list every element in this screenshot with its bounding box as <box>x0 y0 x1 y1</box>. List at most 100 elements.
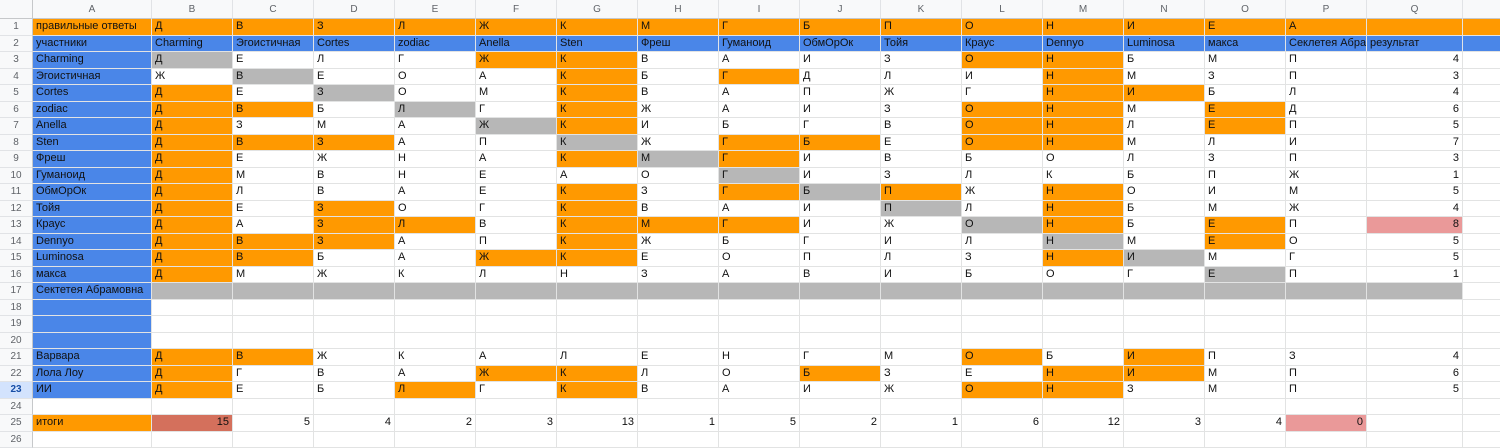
answer-cell[interactable]: Г <box>719 19 800 36</box>
result-cell[interactable]: результат <box>1367 35 1463 52</box>
row-label-cell[interactable]: Сектетея Абрамовна <box>33 283 152 300</box>
answer-cell[interactable]: Б <box>1124 52 1205 69</box>
answer-cell[interactable]: Г <box>719 184 800 201</box>
answer-cell[interactable] <box>638 299 719 316</box>
overflow-cell[interactable] <box>1463 382 1500 399</box>
answer-cell[interactable]: В <box>233 233 314 250</box>
overflow-cell[interactable] <box>1463 68 1500 85</box>
answer-cell[interactable]: М <box>1286 184 1367 201</box>
answer-cell[interactable]: П <box>1286 52 1367 69</box>
result-cell[interactable] <box>1367 332 1463 349</box>
answer-cell[interactable]: Г <box>233 365 314 382</box>
row-number[interactable]: 2 <box>0 35 33 52</box>
answer-cell[interactable]: В <box>638 200 719 217</box>
answer-cell[interactable]: Ж <box>314 266 395 283</box>
answer-cell[interactable]: З <box>314 200 395 217</box>
answer-cell[interactable]: Краус <box>962 35 1043 52</box>
answer-cell[interactable] <box>476 431 557 448</box>
row-label-cell[interactable]: правильные ответы <box>33 19 152 36</box>
answer-cell[interactable]: О <box>395 200 476 217</box>
answer-cell[interactable]: К <box>557 101 638 118</box>
answer-cell[interactable]: М <box>1205 365 1286 382</box>
result-cell[interactable]: 4 <box>1367 52 1463 69</box>
answer-cell[interactable]: В <box>233 349 314 366</box>
overflow-cell[interactable] <box>1463 118 1500 135</box>
answer-cell[interactable]: Б <box>1124 217 1205 234</box>
answer-cell[interactable]: Н <box>395 151 476 168</box>
answer-cell[interactable]: Н <box>1043 68 1124 85</box>
answer-cell[interactable] <box>1205 299 1286 316</box>
answer-cell[interactable]: Б <box>314 101 395 118</box>
row-label-cell[interactable]: zodiac <box>33 101 152 118</box>
answer-cell[interactable]: Д <box>152 52 233 69</box>
answer-cell[interactable] <box>395 283 476 300</box>
answer-cell[interactable] <box>1043 316 1124 333</box>
answer-cell[interactable]: Luminosa <box>1124 35 1205 52</box>
row-number[interactable]: 3 <box>0 52 33 69</box>
answer-cell[interactable]: Н <box>1043 184 1124 201</box>
overflow-cell[interactable] <box>1463 167 1500 184</box>
answer-cell[interactable]: И <box>1124 85 1205 102</box>
answer-cell[interactable]: Л <box>314 52 395 69</box>
answer-cell[interactable]: Ж <box>638 233 719 250</box>
answer-cell[interactable]: В <box>638 85 719 102</box>
answer-cell[interactable]: Г <box>719 134 800 151</box>
answer-cell[interactable]: Д <box>152 365 233 382</box>
answer-cell[interactable] <box>719 332 800 349</box>
row-number[interactable]: 20 <box>0 332 33 349</box>
answer-cell[interactable]: 6 <box>962 415 1043 432</box>
answer-cell[interactable] <box>962 299 1043 316</box>
answer-cell[interactable]: К <box>557 233 638 250</box>
result-cell[interactable]: 5 <box>1367 233 1463 250</box>
answer-cell[interactable]: П <box>1286 217 1367 234</box>
answer-cell[interactable]: Г <box>800 349 881 366</box>
answer-cell[interactable]: О <box>719 250 800 267</box>
answer-cell[interactable]: Е <box>638 250 719 267</box>
overflow-cell[interactable] <box>1463 134 1500 151</box>
answer-cell[interactable]: Г <box>1286 250 1367 267</box>
answer-cell[interactable] <box>557 332 638 349</box>
answer-cell[interactable]: К <box>557 200 638 217</box>
answer-cell[interactable]: 1 <box>881 415 962 432</box>
answer-cell[interactable]: Л <box>1286 85 1367 102</box>
column-header[interactable]: G <box>557 0 638 19</box>
answer-cell[interactable]: П <box>1286 118 1367 135</box>
row-label-cell[interactable]: Anella <box>33 118 152 135</box>
answer-cell[interactable]: Н <box>1043 52 1124 69</box>
answer-cell[interactable] <box>233 332 314 349</box>
overflow-cell[interactable] <box>1463 19 1500 36</box>
answer-cell[interactable]: Б <box>638 68 719 85</box>
answer-cell[interactable] <box>881 283 962 300</box>
answer-cell[interactable]: О <box>638 167 719 184</box>
answer-cell[interactable]: И <box>800 200 881 217</box>
answer-cell[interactable]: макса <box>1205 35 1286 52</box>
answer-cell[interactable]: Е <box>314 68 395 85</box>
answer-cell[interactable]: Н <box>1043 250 1124 267</box>
answer-cell[interactable]: К <box>557 184 638 201</box>
answer-cell[interactable]: О <box>1286 233 1367 250</box>
answer-cell[interactable] <box>557 398 638 415</box>
answer-cell[interactable]: Д <box>152 85 233 102</box>
answer-cell[interactable]: З <box>233 118 314 135</box>
answer-cell[interactable]: Б <box>1124 200 1205 217</box>
answer-cell[interactable]: Г <box>719 68 800 85</box>
column-header[interactable]: O <box>1205 0 1286 19</box>
answer-cell[interactable] <box>233 316 314 333</box>
answer-cell[interactable]: Б <box>1124 167 1205 184</box>
answer-cell[interactable]: В <box>314 167 395 184</box>
answer-cell[interactable]: П <box>476 134 557 151</box>
answer-cell[interactable]: Charming <box>152 35 233 52</box>
overflow-cell[interactable] <box>1463 217 1500 234</box>
answer-cell[interactable]: Л <box>233 184 314 201</box>
answer-cell[interactable]: Л <box>881 68 962 85</box>
answer-cell[interactable] <box>800 316 881 333</box>
answer-cell[interactable] <box>152 316 233 333</box>
answer-cell[interactable]: З <box>1205 151 1286 168</box>
row-number[interactable]: 10 <box>0 167 33 184</box>
answer-cell[interactable]: М <box>314 118 395 135</box>
row-label-cell[interactable]: Лола Лоу <box>33 365 152 382</box>
answer-cell[interactable] <box>800 283 881 300</box>
answer-cell[interactable]: В <box>638 52 719 69</box>
result-cell[interactable]: 6 <box>1367 365 1463 382</box>
column-header[interactable]: D <box>314 0 395 19</box>
